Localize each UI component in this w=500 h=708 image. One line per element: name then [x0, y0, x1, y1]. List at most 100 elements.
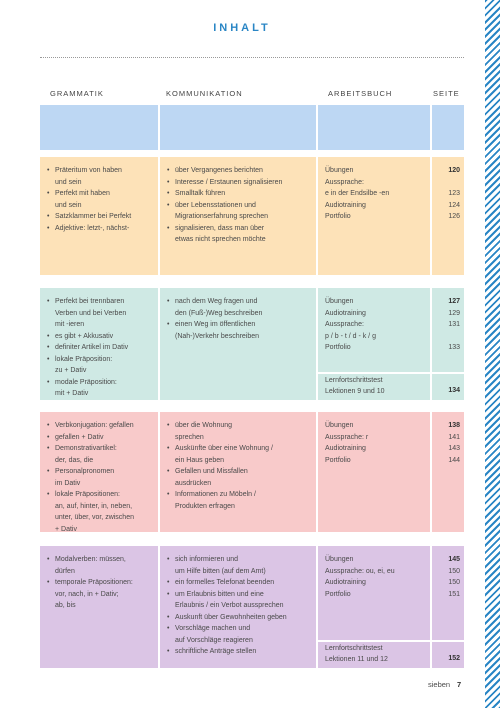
page-number: 123 [448, 190, 460, 197]
seite-cell: 127 129 131 133 [432, 288, 464, 372]
grammar-item: Perfekt mit haben und sein [47, 188, 152, 211]
workbook-line: e in der Endsilbe -en [325, 190, 390, 197]
line: um Erlaubnis bitten und eine [175, 590, 264, 598]
edge-stripe [485, 0, 500, 708]
test-cell: Lernfortschrittstest Lektionen 9 und 10 [318, 374, 430, 400]
line: definiter Artikel im Dativ [55, 344, 129, 351]
line: Auskunft über Gewohnheiten geben [175, 613, 287, 621]
line: lokale Präposition: [55, 355, 113, 363]
workbook-line: p / b - t / d - k / g [325, 332, 376, 340]
line: ausdrücken [175, 479, 212, 487]
line: Informationen zu Möbeln / [175, 491, 256, 498]
test-page-cell: 134 [432, 374, 464, 400]
blue-cell [318, 105, 430, 150]
workbook-line: Übungen [325, 556, 354, 563]
communication-item: einen Weg im öffentlichen (Nah-)Verkehr b… [167, 319, 310, 342]
workbook-line: Übungen [325, 422, 354, 429]
title: INHALT [213, 22, 271, 34]
line: der, das, die [55, 456, 94, 464]
page-number: 141 [448, 433, 460, 441]
seite-cell: 145 150 150 151 [432, 546, 464, 640]
line: Verben und bei Verben [55, 309, 127, 317]
line: Adjektive: letzt-, nächst- [55, 224, 130, 232]
column-header: ARBEITSBUCH [328, 89, 393, 98]
page-number: 152 [448, 655, 460, 662]
page-number: 138 [448, 422, 460, 429]
line: Auskünfte über eine Wohnung / [175, 445, 273, 452]
grammatik-cell: Modalverben: müssen, dürfen temporale Präp… [40, 546, 158, 668]
test-cell: Lernfortschrittstest Lektionen 11 und 12 [318, 642, 430, 668]
grammar-item: Modalverben: müssen, dürfen [47, 554, 152, 577]
workbook-line: Aussprache: [325, 178, 364, 186]
line: unter, über, vor, zwischen [55, 514, 134, 521]
grammar-item: modale Präposition: mit + Dativ [47, 377, 152, 400]
workbook-line: Audiotraining [325, 445, 366, 452]
line: (Nah-)Verkehr beschreiben [175, 332, 260, 340]
line: ein formelles Telefonat beenden [175, 579, 275, 586]
line: nach dem Weg fragen und [175, 298, 258, 305]
line: über die Wohnung [175, 422, 233, 429]
line: sich informieren und [175, 556, 239, 563]
grammar-item: lokale Präposition: zu + Dativ [47, 354, 152, 377]
line: über Lebensstationen und [175, 201, 256, 209]
line: einen Weg im öffentlichen [175, 321, 256, 328]
workbook-line: Audiotraining [325, 579, 366, 586]
workbook-line: Aussprache: ou, ei, eu [325, 567, 395, 575]
line: Migrationserfahrung sprechen [175, 213, 268, 220]
dotted-rule [40, 57, 464, 58]
line: modale Präposition: [55, 378, 117, 386]
grammar-item: lokale Präpositionen: an, auf, hinter, in… [47, 489, 152, 535]
grammar-item: Verbkonjugation: gefallen [47, 420, 152, 432]
line: zu + Dativ [55, 367, 87, 374]
communication-item: Auskünfte über eine Wohnung / ein Haus ge… [167, 443, 310, 466]
line: Demonstrativartikel: [55, 445, 117, 452]
workbook-line: Aussprache: r [325, 433, 369, 441]
seite-cell: 120 123 124 126 [432, 157, 464, 275]
seite-cell: 138 141 143 144 [432, 412, 464, 532]
kommunikation-cell: über die Wohnung sprechen Auskünfte über e… [160, 412, 316, 532]
communication-item: Smalltalk führen [167, 188, 310, 200]
page-number: 150 [448, 579, 460, 586]
grammar-item: Satzklammer bei Perfekt [47, 211, 152, 223]
line: sprechen [175, 433, 204, 441]
communication-item: Auskunft über Gewohnheiten geben [167, 612, 310, 624]
line: Interesse / Erstaunen signalisieren [175, 178, 283, 186]
grammar-item: temporale Präpositionen: vor, nach, in + … [47, 577, 152, 612]
line: dürfen [55, 567, 75, 575]
arbeitsbuch-cell: Übungen Aussprache: e in der Endsilbe -en A… [318, 157, 430, 275]
test-line: Lektionen 9 und 10 [325, 387, 385, 395]
test-page-cell: 152 [432, 642, 464, 668]
footer-page: 7 [457, 680, 462, 689]
grammar-item: es gibt + Akkusativ [47, 331, 152, 343]
communication-item: ein formelles Telefonat beenden [167, 577, 310, 589]
line: gefallen + Dativ [55, 433, 104, 441]
communication-item: Gefallen und Missfallen ausdrücken [167, 466, 310, 489]
page-number: 134 [448, 387, 460, 394]
communication-item: signalisieren, dass man über etwas nicht … [167, 223, 310, 246]
communication-item: Interesse / Erstaunen signalisieren [167, 177, 310, 189]
page-number: 145 [448, 556, 460, 563]
line: Erlaubnis / ein Verbot aussprechen [175, 602, 284, 609]
line: Smalltalk führen [175, 190, 226, 197]
grammar-item: definiter Artikel im Dativ [47, 342, 152, 354]
line: + Dativ [55, 525, 77, 533]
line: Satzklammer bei Perfekt [55, 213, 132, 220]
communication-item: über die Wohnung sprechen [167, 420, 310, 443]
kommunikation-cell: über Vergangenes berichten Interesse / Er… [160, 157, 316, 275]
footer-word: sieben [428, 680, 451, 689]
communication-item: Vorschläge machen und auf Vorschläge reag… [167, 623, 310, 646]
test-line: Lernfortschrittstest [325, 645, 383, 652]
communication-item: Informationen zu Möbeln / Produkten erfra… [167, 489, 310, 512]
line: Perfekt bei trennbaren [55, 298, 125, 305]
line: Präteritum von haben [55, 167, 122, 174]
line: an, auf, hinter, in, neben, [55, 502, 133, 510]
test-line: Lektionen 11 und 12 [325, 655, 388, 663]
communication-item: sich informieren und um Hilfe bitten (auf… [167, 554, 310, 577]
line: lokale Präpositionen: [55, 491, 120, 498]
line: signalisieren, dass man über [175, 224, 265, 232]
page-number: 150 [448, 567, 460, 575]
line: Produkten erfragen [175, 502, 235, 510]
page-number: 151 [448, 590, 460, 598]
grammar-item: Demonstrativartikel: der, das, die [47, 443, 152, 466]
kommunikation-cell: nach dem Weg fragen und den (Fuß-)Weg bes… [160, 288, 316, 400]
